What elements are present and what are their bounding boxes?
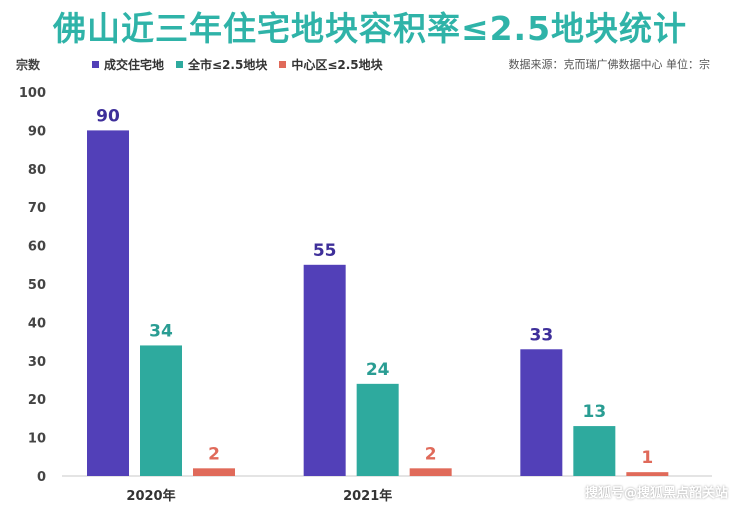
bar-2-1 [573,426,616,476]
y-tick-label-4: 40 [28,316,46,331]
data-label-1-2: 2 [425,444,437,464]
legend-item-0: 成交住宅地 [92,56,164,73]
data-label-2-2: 1 [641,448,653,468]
legend-swatch-0 [92,61,99,68]
data-label-1-0: 55 [313,241,337,261]
chart-title: 佛山近三年住宅地块容积率≤2.5地块统计 [52,9,688,48]
x-tick-label-0: 2020年 [126,488,175,504]
y-tick-label-0: 0 [37,470,46,485]
y-tick-label-5: 50 [28,278,46,293]
y-tick-label-10: 100 [19,86,46,101]
legend-item-2: 中心区≤2.5地块 [279,56,383,73]
y-tick-label-3: 30 [28,355,46,370]
bar-0-2 [193,468,235,476]
x-tick-label-1: 2021年 [343,488,392,504]
legend-label-1: 全市≤2.5地块 [188,58,268,72]
data-label-1-1: 24 [366,360,390,380]
legend-label-0: 成交住宅地 [104,58,165,72]
bar-1-1 [356,383,399,476]
bar-0-0 [87,130,129,476]
data-label-2-0: 33 [529,325,553,345]
data-label-2-1: 13 [582,402,606,422]
y-tick-label-2: 20 [28,393,46,408]
bar-0-1 [140,345,182,476]
data-label-0-0: 90 [96,106,120,126]
y-tick-label-9: 90 [28,124,46,139]
legend-label-2: 中心区≤2.5地块 [291,58,383,72]
legend-row: 宗数 成交住宅地 全市≤2.5地块 中心区≤2.5地块 数据来源：克而瑞广佛数据中心… [0,54,740,74]
legend: 成交住宅地 全市≤2.5地块 中心区≤2.5地块 [92,56,383,73]
y-tick-label-1: 10 [28,432,46,447]
source-note: 数据来源：克而瑞广佛数据中心 单位：宗 [508,58,711,71]
legend-swatch-1 [176,61,184,68]
data-label-0-2: 2 [208,444,220,464]
bar-1-0 [303,264,346,476]
bar-2-0 [520,349,563,476]
y-tick-label-8: 80 [28,163,46,178]
y-tick-label-6: 60 [28,240,46,255]
y-tick-label-7: 70 [28,201,46,216]
bar-2-2 [626,472,669,476]
watermark-text: 搜狐号@搜狐黑点韶关站 [584,486,728,501]
bar-1-2 [409,468,452,476]
legend-swatch-2 [279,61,287,68]
data-label-0-1: 34 [149,321,173,341]
legend-item-1: 全市≤2.5地块 [176,56,267,73]
y-axis-label: 宗数 [16,58,41,72]
